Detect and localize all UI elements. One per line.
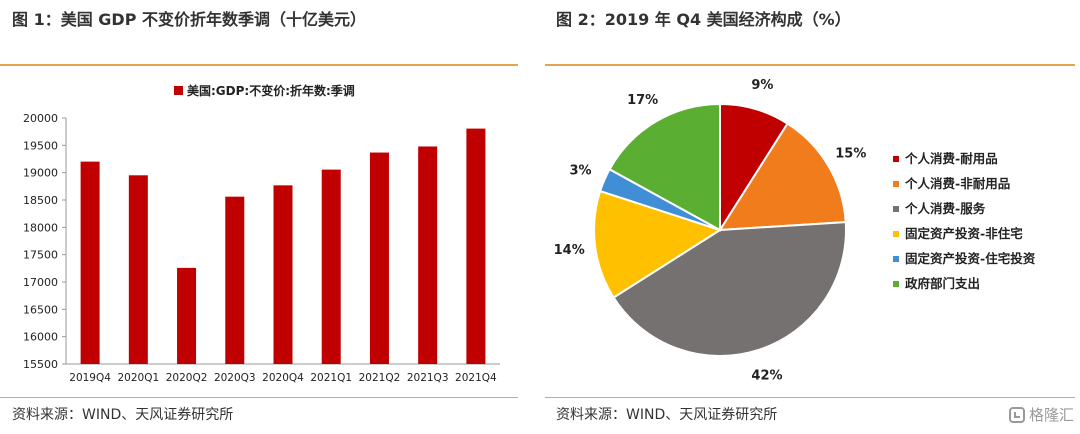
bar	[418, 146, 438, 364]
y-tick-label: 16000	[23, 331, 58, 344]
x-tick-label: 2021Q3	[407, 372, 449, 384]
y-tick-label: 17500	[23, 249, 58, 262]
pie-legend-swatch	[893, 256, 899, 262]
pie-legend: 个人消费-耐用品个人消费-非耐用品个人消费-服务固定资产投资-非住宅固定资产投资…	[893, 151, 1036, 291]
y-tick-label: 17000	[23, 276, 58, 289]
bar	[466, 128, 486, 364]
bar-chart: 美国:GDP:不变价:折年数:季调 15500 16000 16500 17000 175…	[23, 83, 500, 384]
x-tick-label: 2021Q4	[455, 372, 497, 384]
bar-legend: 美国:GDP:不变价:折年数:季调	[174, 83, 355, 98]
y-tick-label: 19500	[23, 139, 58, 152]
bar	[225, 196, 245, 364]
pie-legend-swatch	[893, 156, 899, 162]
pie-legend-swatch	[893, 206, 899, 212]
watermark: 格隆汇	[1008, 404, 1074, 425]
pie-legend-label: 个人消费-服务	[904, 201, 986, 216]
x-tick-label: 2020Q3	[214, 372, 256, 384]
gelonghui-logo-icon	[1008, 406, 1025, 423]
x-tick-label: 2021Q2	[359, 372, 401, 384]
bar	[369, 152, 389, 364]
pie-chart: 9% 15% 42% 14% 3% 17% 个人消费-耐用品个人消费-非耐用品个人消费-服务…	[554, 78, 1036, 384]
bar	[128, 175, 148, 364]
left-source-rule	[0, 397, 518, 398]
pie-slice	[593, 189, 723, 299]
bar	[321, 169, 341, 364]
bar	[177, 267, 197, 364]
pie-data-label: 15%	[835, 147, 866, 162]
right-source-rule	[545, 397, 1075, 398]
x-tick-label: 2019Q4	[69, 372, 111, 384]
pie-legend-swatch	[893, 181, 899, 187]
watermark-text: 格隆汇	[1028, 406, 1074, 424]
bar-legend-label: 美国:GDP:不变价:折年数:季调	[187, 83, 355, 98]
bar	[273, 185, 293, 364]
right-source-note: 资料来源：WIND、天风证券研究所	[556, 407, 778, 423]
pie-legend-swatch	[893, 231, 899, 237]
bar-legend-swatch	[174, 86, 183, 95]
x-tick-label: 2020Q4	[262, 372, 304, 384]
pie-legend-label: 政府部门支出	[905, 276, 980, 291]
left-chart-title: 图 1：美国 GDP 不变价折年数季调（十亿美元）	[12, 10, 366, 29]
pie-slice	[612, 221, 847, 357]
pie-legend-label: 固定资产投资-住宅投资	[905, 251, 1036, 266]
pie-slice	[608, 102, 721, 232]
pie-slice	[718, 122, 847, 232]
right-chart-title: 图 2：2019 年 Q4 美国经济构成（%）	[556, 10, 851, 29]
x-tick-label: 2021Q1	[310, 372, 352, 384]
pie-data-label: 3%	[569, 164, 591, 179]
y-tick-label: 16500	[23, 303, 58, 316]
right-title-rule	[545, 64, 1075, 66]
pie-legend-swatch	[893, 281, 899, 287]
y-tick-label: 20000	[23, 112, 58, 125]
pie-data-label: 42%	[751, 369, 782, 384]
bar	[80, 161, 100, 364]
pie-legend-label: 个人消费-耐用品	[904, 151, 998, 166]
pie-data-label: 17%	[627, 93, 658, 108]
y-tick-label: 19000	[23, 167, 58, 180]
pie-legend-label: 固定资产投资-非住宅	[905, 226, 1023, 241]
pie-data-label: 9%	[751, 78, 773, 93]
x-tick-label: 2020Q2	[166, 372, 208, 384]
pie-data-label: 14%	[554, 243, 585, 258]
left-title-rule	[0, 64, 518, 66]
x-tick-label: 2020Q1	[117, 372, 159, 384]
y-tick-label: 18000	[23, 221, 58, 234]
left-source-note: 资料来源：WIND、天风证券研究所	[12, 407, 234, 423]
y-tick-label: 18500	[23, 194, 58, 207]
y-tick-label: 15500	[23, 358, 58, 371]
pie-legend-label: 个人消费-非耐用品	[904, 176, 1010, 191]
